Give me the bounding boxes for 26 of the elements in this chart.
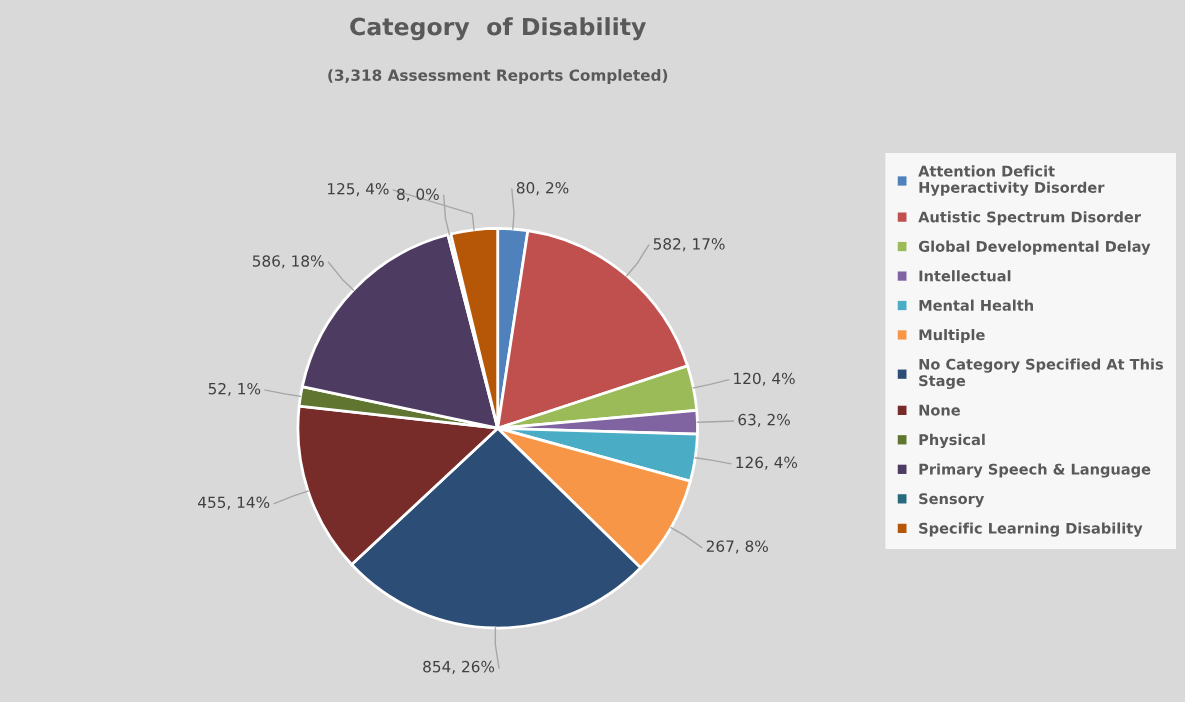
data-label: 126, 4% — [736, 456, 798, 470]
legend-label: Intellectual — [919, 270, 1011, 282]
legend-label: Attention Deficit Hyperactivity Disorder — [918, 165, 1105, 196]
chart-title: Category of Disability — [350, 17, 646, 41]
data-label: 586, 18% — [252, 255, 324, 269]
chart-subtitle: (3,318 Assessment Reports Completed) — [328, 69, 668, 84]
data-label: 63, 2% — [738, 413, 790, 427]
data-label: 455, 14% — [198, 496, 270, 510]
data-label: 267, 8% — [706, 540, 768, 554]
data-label: 854, 26% — [423, 660, 495, 674]
legend-label: Mental Health — [919, 299, 1033, 311]
data-label: 582, 17% — [653, 238, 725, 252]
data-label: 125, 4% — [328, 183, 389, 197]
legend-label: No Category Specified At This Stage — [919, 358, 1163, 390]
legend-label: Primary Speech & Language — [919, 463, 1151, 478]
data-label: 8, 0% — [397, 188, 439, 202]
legend-label: Global Developmental Delay — [918, 240, 1151, 255]
legend-label: Autistic Spectrum Disorder — [918, 211, 1141, 226]
legend-label: Specific Learning Disability — [919, 522, 1143, 537]
legend-label: Sensory — [919, 493, 985, 508]
legend-label: Multiple — [919, 329, 985, 344]
data-label: 120, 4% — [734, 372, 795, 386]
data-label: 52, 1% — [208, 382, 261, 397]
legend-label: None — [919, 404, 960, 416]
legend-label: Physical — [919, 433, 985, 449]
data-label: 80, 2% — [516, 182, 569, 196]
